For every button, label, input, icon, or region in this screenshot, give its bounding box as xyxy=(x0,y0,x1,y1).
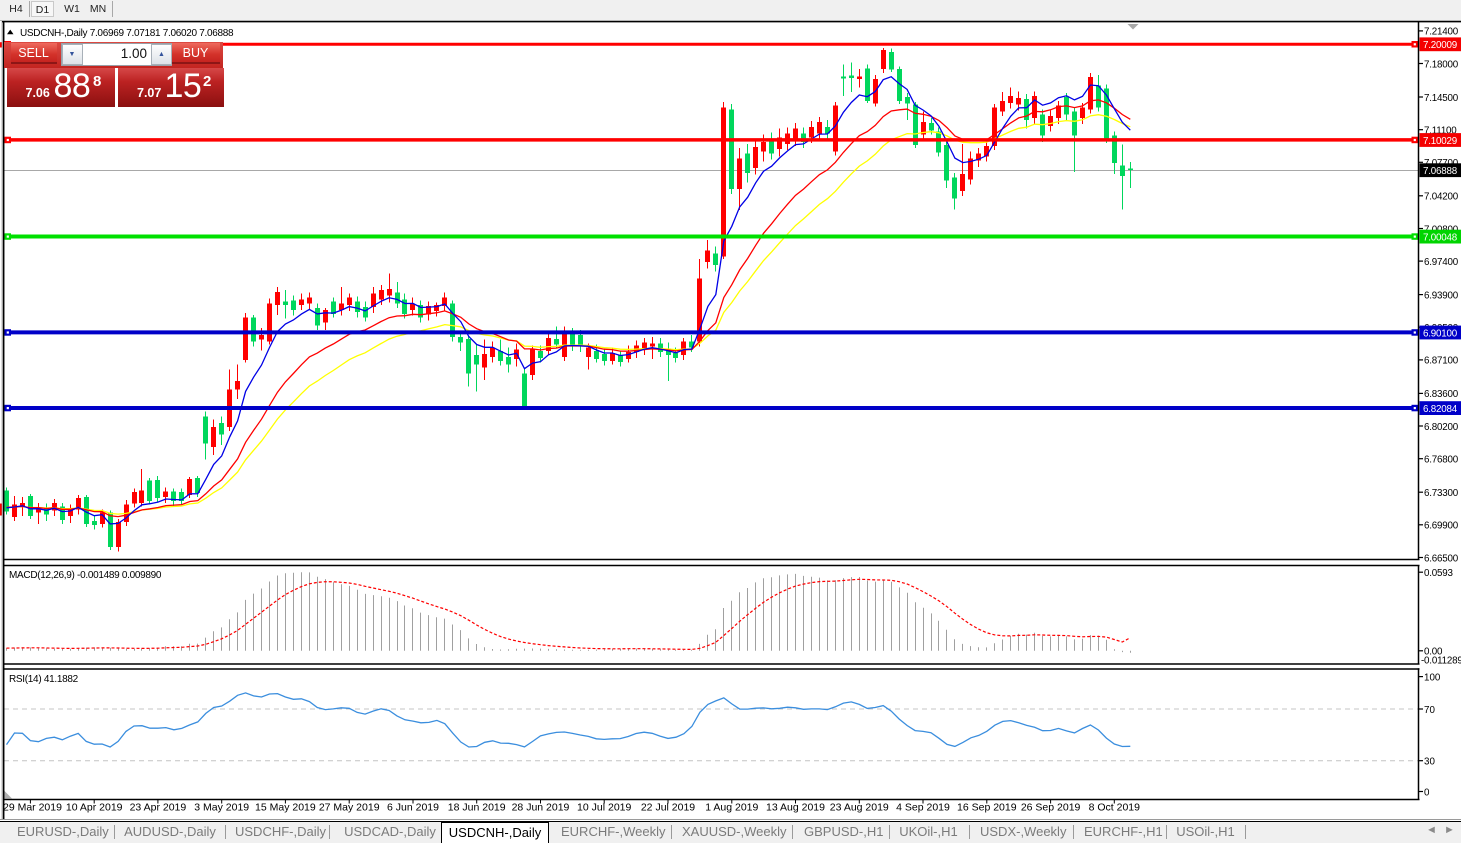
svg-text:27 May 2019: 27 May 2019 xyxy=(319,802,380,814)
svg-text:30: 30 xyxy=(1424,757,1435,768)
svg-text:MACD(12,26,9) -0.001489 0.0098: MACD(12,26,9) -0.001489 0.009890 xyxy=(9,570,162,581)
svg-text:7.04200: 7.04200 xyxy=(1424,192,1459,203)
svg-text:10 Apr 2019: 10 Apr 2019 xyxy=(66,802,123,814)
svg-text:0.00: 0.00 xyxy=(1424,647,1443,658)
svg-text:7.21400: 7.21400 xyxy=(1424,27,1459,38)
svg-text:10 Jul 2019: 10 Jul 2019 xyxy=(577,802,631,814)
svg-text:6.66500: 6.66500 xyxy=(1424,553,1459,564)
svg-text:6.87100: 6.87100 xyxy=(1424,356,1459,367)
svg-text:6.73300: 6.73300 xyxy=(1424,488,1459,499)
svg-text:6.82084: 6.82084 xyxy=(1423,404,1458,415)
svg-text:0: 0 xyxy=(1424,787,1430,798)
svg-text:7.14500: 7.14500 xyxy=(1424,93,1459,104)
svg-text:6.90100: 6.90100 xyxy=(1423,328,1458,339)
svg-text:13 Aug 2019: 13 Aug 2019 xyxy=(766,802,825,814)
svg-text:100: 100 xyxy=(1424,672,1441,683)
svg-text:7.10029: 7.10029 xyxy=(1423,136,1457,147)
svg-text:4 Sep 2019: 4 Sep 2019 xyxy=(896,802,950,814)
svg-text:23 Aug 2019: 23 Aug 2019 xyxy=(830,802,889,814)
svg-text:1 Aug 2019: 1 Aug 2019 xyxy=(705,802,758,814)
svg-text:7.06888: 7.06888 xyxy=(1423,166,1458,177)
svg-text:26 Sep 2019: 26 Sep 2019 xyxy=(1021,802,1081,814)
svg-text:70: 70 xyxy=(1424,705,1435,716)
svg-text:6.97400: 6.97400 xyxy=(1424,257,1459,268)
svg-text:28 Jun 2019: 28 Jun 2019 xyxy=(512,802,570,814)
svg-text:6.83600: 6.83600 xyxy=(1424,389,1459,400)
svg-text:3 May 2019: 3 May 2019 xyxy=(194,802,249,814)
svg-text:16 Sep 2019: 16 Sep 2019 xyxy=(957,802,1017,814)
svg-text:6.93900: 6.93900 xyxy=(1424,290,1459,301)
svg-text:7.18000: 7.18000 xyxy=(1424,59,1459,70)
svg-text:6 Jun 2019: 6 Jun 2019 xyxy=(387,802,439,814)
svg-text:15 May 2019: 15 May 2019 xyxy=(255,802,316,814)
svg-text:6.80200: 6.80200 xyxy=(1424,422,1459,433)
svg-text:6.76800: 6.76800 xyxy=(1424,455,1459,466)
svg-text:7.11100: 7.11100 xyxy=(1424,126,1457,137)
svg-text:29 Mar 2019: 29 Mar 2019 xyxy=(3,802,62,814)
svg-text:7.00048: 7.00048 xyxy=(1423,232,1458,243)
svg-text:-0.011289: -0.011289 xyxy=(1421,655,1461,666)
svg-text:23 Apr 2019: 23 Apr 2019 xyxy=(130,802,187,814)
svg-text:18 Jun 2019: 18 Jun 2019 xyxy=(448,802,506,814)
svg-text:USDCNH-,Daily 7.06969 7.07181: USDCNH-,Daily 7.06969 7.07181 7.06020 7.… xyxy=(20,28,234,39)
svg-text:8 Oct 2019: 8 Oct 2019 xyxy=(1089,802,1141,814)
svg-text:0.0593: 0.0593 xyxy=(1424,568,1454,579)
svg-text:22 Jul 2019: 22 Jul 2019 xyxy=(641,802,695,814)
svg-text:RSI(14) 41.1882: RSI(14) 41.1882 xyxy=(9,674,79,685)
svg-text:6.69900: 6.69900 xyxy=(1424,521,1459,532)
svg-text:7.20009: 7.20009 xyxy=(1423,40,1457,51)
